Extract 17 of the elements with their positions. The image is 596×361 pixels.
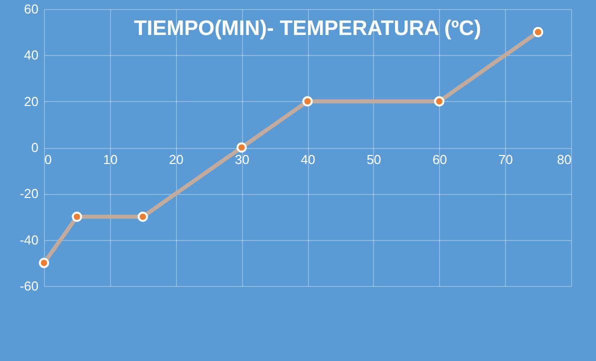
x-tick-label: 30 <box>234 152 250 167</box>
x-tick-label: 60 <box>432 152 447 167</box>
y-tick-label: 20 <box>24 94 38 109</box>
y-tick-label: 60 <box>24 2 38 16</box>
x-tick-label: 50 <box>366 152 382 167</box>
chart-title: TIEMPO(MIN)- TEMPERATURA (ºC) <box>134 17 482 40</box>
x-tick-label: 0 <box>44 152 52 167</box>
y-tick-label: -20 <box>20 186 38 202</box>
y-tick-label: -40 <box>20 232 38 248</box>
y-tick-label: 0 <box>31 140 38 155</box>
x-tick-label: 10 <box>103 152 118 167</box>
x-tick-label: 20 <box>169 152 184 167</box>
y-tick-label: 40 <box>24 48 38 63</box>
y-tick-label: -60 <box>20 278 38 294</box>
x-tick-label: 40 <box>300 152 316 167</box>
x-tick-label: 70 <box>498 152 513 167</box>
x-tick-label: 80 <box>557 152 572 167</box>
